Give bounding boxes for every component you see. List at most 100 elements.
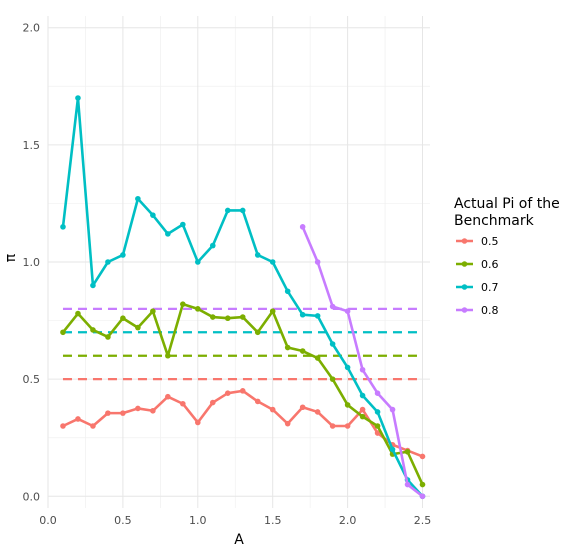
legend-label: 0.8	[481, 304, 499, 317]
data-point	[254, 252, 261, 258]
data-point	[404, 481, 411, 488]
data-point	[150, 212, 156, 218]
data-point	[135, 195, 141, 202]
data-point	[105, 259, 111, 265]
data-point	[150, 308, 156, 315]
data-point	[374, 390, 381, 397]
data-point	[344, 308, 351, 315]
x-axis-title: A	[234, 532, 244, 548]
y-tick-label: 0.5	[23, 373, 41, 386]
y-tick-label: 1.0	[23, 256, 41, 269]
data-point	[299, 224, 306, 230]
data-point	[90, 327, 96, 333]
data-point	[404, 448, 411, 455]
legend-key-point	[461, 284, 468, 290]
data-point	[165, 393, 171, 400]
series-0.8	[299, 224, 426, 500]
data-point	[224, 390, 231, 397]
data-point	[374, 423, 381, 429]
data-point	[120, 315, 126, 322]
series-lines	[60, 95, 426, 500]
legend-item: 0.5	[456, 235, 499, 248]
data-point	[90, 423, 96, 429]
data-point	[329, 376, 336, 382]
data-point	[329, 303, 336, 310]
data-point	[60, 329, 66, 336]
data-point	[389, 446, 396, 453]
legend-items: 0.5 0.6 0.7 0.8	[456, 235, 499, 317]
data-point	[75, 95, 81, 101]
data-point	[419, 493, 426, 500]
data-point	[254, 398, 261, 405]
data-point	[195, 419, 201, 426]
data-point	[209, 314, 216, 320]
data-point	[75, 310, 81, 317]
data-point	[314, 409, 321, 415]
legend-item: 0.7	[456, 281, 499, 294]
data-point	[344, 364, 351, 371]
data-point	[314, 313, 321, 319]
data-point	[419, 453, 426, 460]
data-point	[224, 207, 231, 214]
data-point	[299, 404, 306, 411]
series-0.6	[60, 301, 426, 488]
data-point	[120, 252, 126, 258]
y-axis-title: π	[3, 253, 19, 262]
series-0.7	[60, 95, 426, 500]
data-point	[359, 392, 366, 399]
series-0.5	[60, 388, 426, 460]
series-line	[61, 96, 424, 498]
data-point	[284, 344, 291, 351]
legend-item: 0.6	[456, 258, 499, 271]
y-tick-label: 1.5	[23, 139, 41, 152]
legend-label: 0.6	[481, 258, 499, 271]
data-point	[150, 407, 156, 414]
legend-label: 0.7	[481, 281, 499, 294]
legend-key-point	[461, 238, 468, 244]
legend-key-point	[461, 307, 468, 313]
data-point	[120, 410, 126, 416]
data-point	[209, 242, 216, 249]
legend-key-point	[461, 261, 468, 267]
data-point	[299, 311, 306, 318]
data-point	[90, 282, 96, 289]
x-tick-label: 1.0	[189, 514, 207, 527]
data-point	[180, 301, 186, 307]
data-point	[239, 207, 246, 214]
x-tick-label: 2.0	[339, 514, 357, 527]
data-point	[75, 416, 81, 422]
data-point	[239, 314, 246, 320]
data-point	[389, 406, 396, 413]
data-point	[224, 315, 231, 322]
data-point	[284, 420, 291, 427]
data-point	[135, 324, 141, 331]
data-point	[344, 423, 351, 429]
data-point	[359, 366, 366, 373]
x-tick-label: 2.5	[414, 514, 432, 527]
data-point	[374, 409, 381, 415]
data-point	[180, 221, 186, 228]
y-tick-label: 2.0	[23, 22, 41, 35]
data-point	[359, 413, 366, 420]
data-point	[195, 259, 201, 265]
data-point	[314, 355, 321, 361]
data-point	[299, 348, 306, 354]
data-point	[284, 288, 291, 295]
data-point	[269, 308, 276, 315]
data-point	[165, 352, 171, 359]
x-tick-labels: 0.0 0.5 1.0 1.5 2.0 2.5	[39, 514, 431, 527]
data-point	[359, 406, 366, 413]
data-point	[314, 259, 321, 265]
data-point	[419, 481, 426, 488]
x-tick-label: 1.5	[264, 514, 282, 527]
data-point	[374, 430, 381, 436]
data-point	[344, 402, 351, 408]
legend-title-line-2: Benchmark	[454, 213, 535, 229]
legend-label: 0.5	[481, 235, 499, 248]
x-tick-label: 0.5	[114, 514, 132, 527]
data-point	[60, 423, 66, 429]
data-point	[60, 224, 66, 230]
data-point	[135, 405, 141, 412]
y-tick-labels: 0.0 0.5 1.0 1.5 2.0	[23, 22, 41, 504]
